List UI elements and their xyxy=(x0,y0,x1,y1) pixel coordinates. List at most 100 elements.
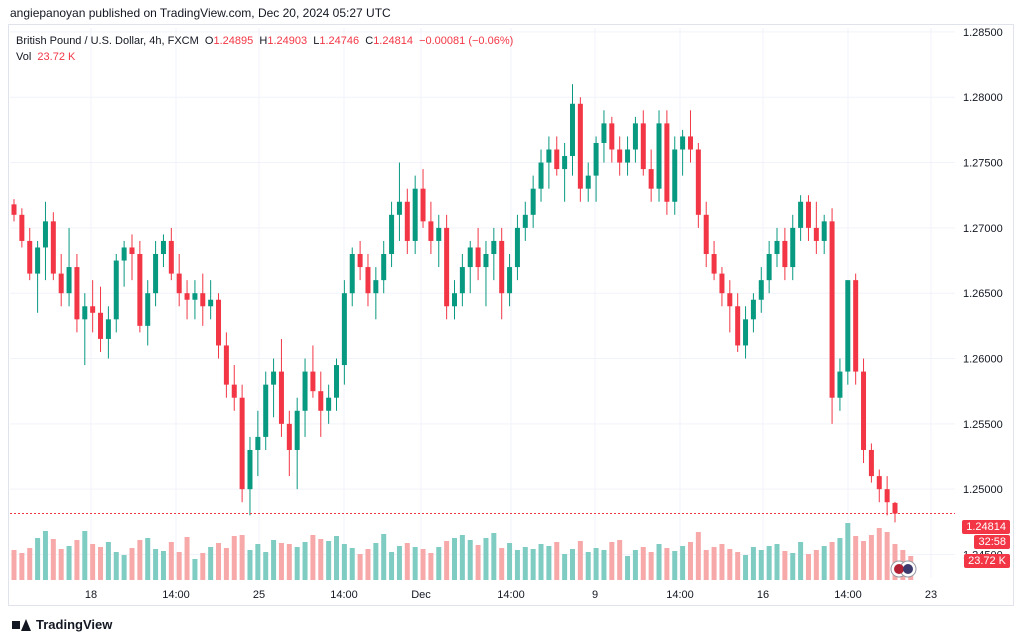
volume-bar xyxy=(404,543,410,580)
candle-body xyxy=(82,306,88,320)
y-tick-label: 1.28000 xyxy=(963,92,1003,104)
volume-bar xyxy=(98,547,104,580)
candle-body xyxy=(137,254,143,326)
volume-bar xyxy=(216,543,222,580)
volume-bar xyxy=(428,553,434,580)
volume-bar xyxy=(326,541,332,580)
candle-body xyxy=(365,267,371,294)
y-tick-label: 1.27000 xyxy=(963,223,1003,235)
y-tick-label: 1.27500 xyxy=(963,158,1003,170)
volume-bar xyxy=(302,542,308,580)
candle-body xyxy=(467,247,473,268)
volume-bar xyxy=(74,540,80,580)
volume-bar xyxy=(420,549,426,580)
x-tick-label: Dec xyxy=(411,589,431,601)
candle-body xyxy=(318,391,324,411)
candle-body xyxy=(546,149,552,163)
volume-bar xyxy=(278,543,284,580)
candle-body xyxy=(192,293,198,300)
volume-bar xyxy=(255,544,261,580)
candle-body xyxy=(601,123,607,143)
candle-body xyxy=(302,371,308,411)
publish-caption: angiepanoyan published on TradingView.co… xyxy=(10,6,391,20)
volume-bar xyxy=(719,544,725,580)
volume-bar xyxy=(813,550,819,580)
x-tick-label: 14:00 xyxy=(666,589,694,601)
volume-bar xyxy=(396,546,402,580)
volume-bar xyxy=(412,547,418,580)
candle-body xyxy=(105,319,111,339)
volume-bar xyxy=(632,550,638,580)
volume-bar xyxy=(758,550,764,580)
volume-bar xyxy=(853,536,859,580)
volume-bar xyxy=(365,549,371,580)
candle-body xyxy=(790,227,796,268)
volume-bar xyxy=(672,551,678,580)
candle-body xyxy=(821,221,827,241)
volume-row: Vol 23.72 K xyxy=(16,49,513,65)
volume-bar xyxy=(703,550,709,580)
change-value: −0.00081 (−0.06%) xyxy=(419,35,514,47)
volume-bar xyxy=(617,540,623,580)
volume-bar xyxy=(774,544,780,580)
candle-body xyxy=(349,254,355,294)
candle-body xyxy=(593,142,599,176)
candle-body xyxy=(845,280,851,372)
volume-bar xyxy=(507,543,513,580)
x-tick-label: 18 xyxy=(85,589,97,601)
candle-body xyxy=(868,449,874,477)
flag-gbp-inner xyxy=(894,564,904,574)
volume-bar xyxy=(782,551,788,580)
candle-body xyxy=(231,384,237,398)
x-tick-label: 14:00 xyxy=(330,589,358,601)
volume-bar xyxy=(522,547,528,580)
volume-bar xyxy=(389,552,395,580)
volume-bar xyxy=(129,548,135,580)
volume-bar xyxy=(452,538,457,580)
volume-bar xyxy=(121,555,127,580)
volume-bar xyxy=(349,548,355,580)
candle-body xyxy=(278,371,284,424)
symbol-label: British Pound / U.S. Dollar, 4h, FXCM xyxy=(16,35,199,47)
volume-bar xyxy=(483,538,489,580)
x-tick-label: 23 xyxy=(925,589,937,601)
volume-badge: 23.72 K xyxy=(964,554,1010,568)
candle-body xyxy=(66,267,72,294)
volume-bar xyxy=(373,543,379,580)
candle-body xyxy=(876,476,882,490)
candle-body xyxy=(648,169,654,189)
volume-bar xyxy=(286,544,292,580)
volume-bar xyxy=(35,538,41,580)
candle-body xyxy=(263,384,269,437)
open-value: 1.24895 xyxy=(213,35,254,47)
candle-body xyxy=(829,221,835,398)
candle-body xyxy=(223,345,229,385)
volume-bar xyxy=(577,541,583,580)
volume-bar xyxy=(805,554,811,580)
volume-bar xyxy=(593,548,599,580)
candle-body xyxy=(42,221,48,248)
volume-bar xyxy=(475,545,481,580)
volume-bar xyxy=(876,528,882,580)
volume-bar xyxy=(105,542,111,580)
volume-bar xyxy=(821,546,827,580)
candle-body xyxy=(617,149,623,163)
candle-body xyxy=(286,423,292,450)
volume-bar xyxy=(168,542,174,580)
candle-body xyxy=(294,410,300,450)
volume-bar xyxy=(625,556,631,580)
candle-body xyxy=(475,247,481,268)
x-tick-label: 25 xyxy=(253,589,265,601)
volume-bar xyxy=(42,531,48,580)
volume-bar xyxy=(687,542,693,580)
candle-body xyxy=(805,201,811,228)
volume-bar xyxy=(160,551,166,580)
candle-body xyxy=(735,306,741,346)
volume-bar xyxy=(341,544,347,580)
candle-body xyxy=(404,201,410,241)
footer-brand: TradingView xyxy=(12,617,112,632)
candle-body xyxy=(113,260,119,320)
volume-bar xyxy=(766,546,772,580)
volume-bar xyxy=(585,552,591,580)
